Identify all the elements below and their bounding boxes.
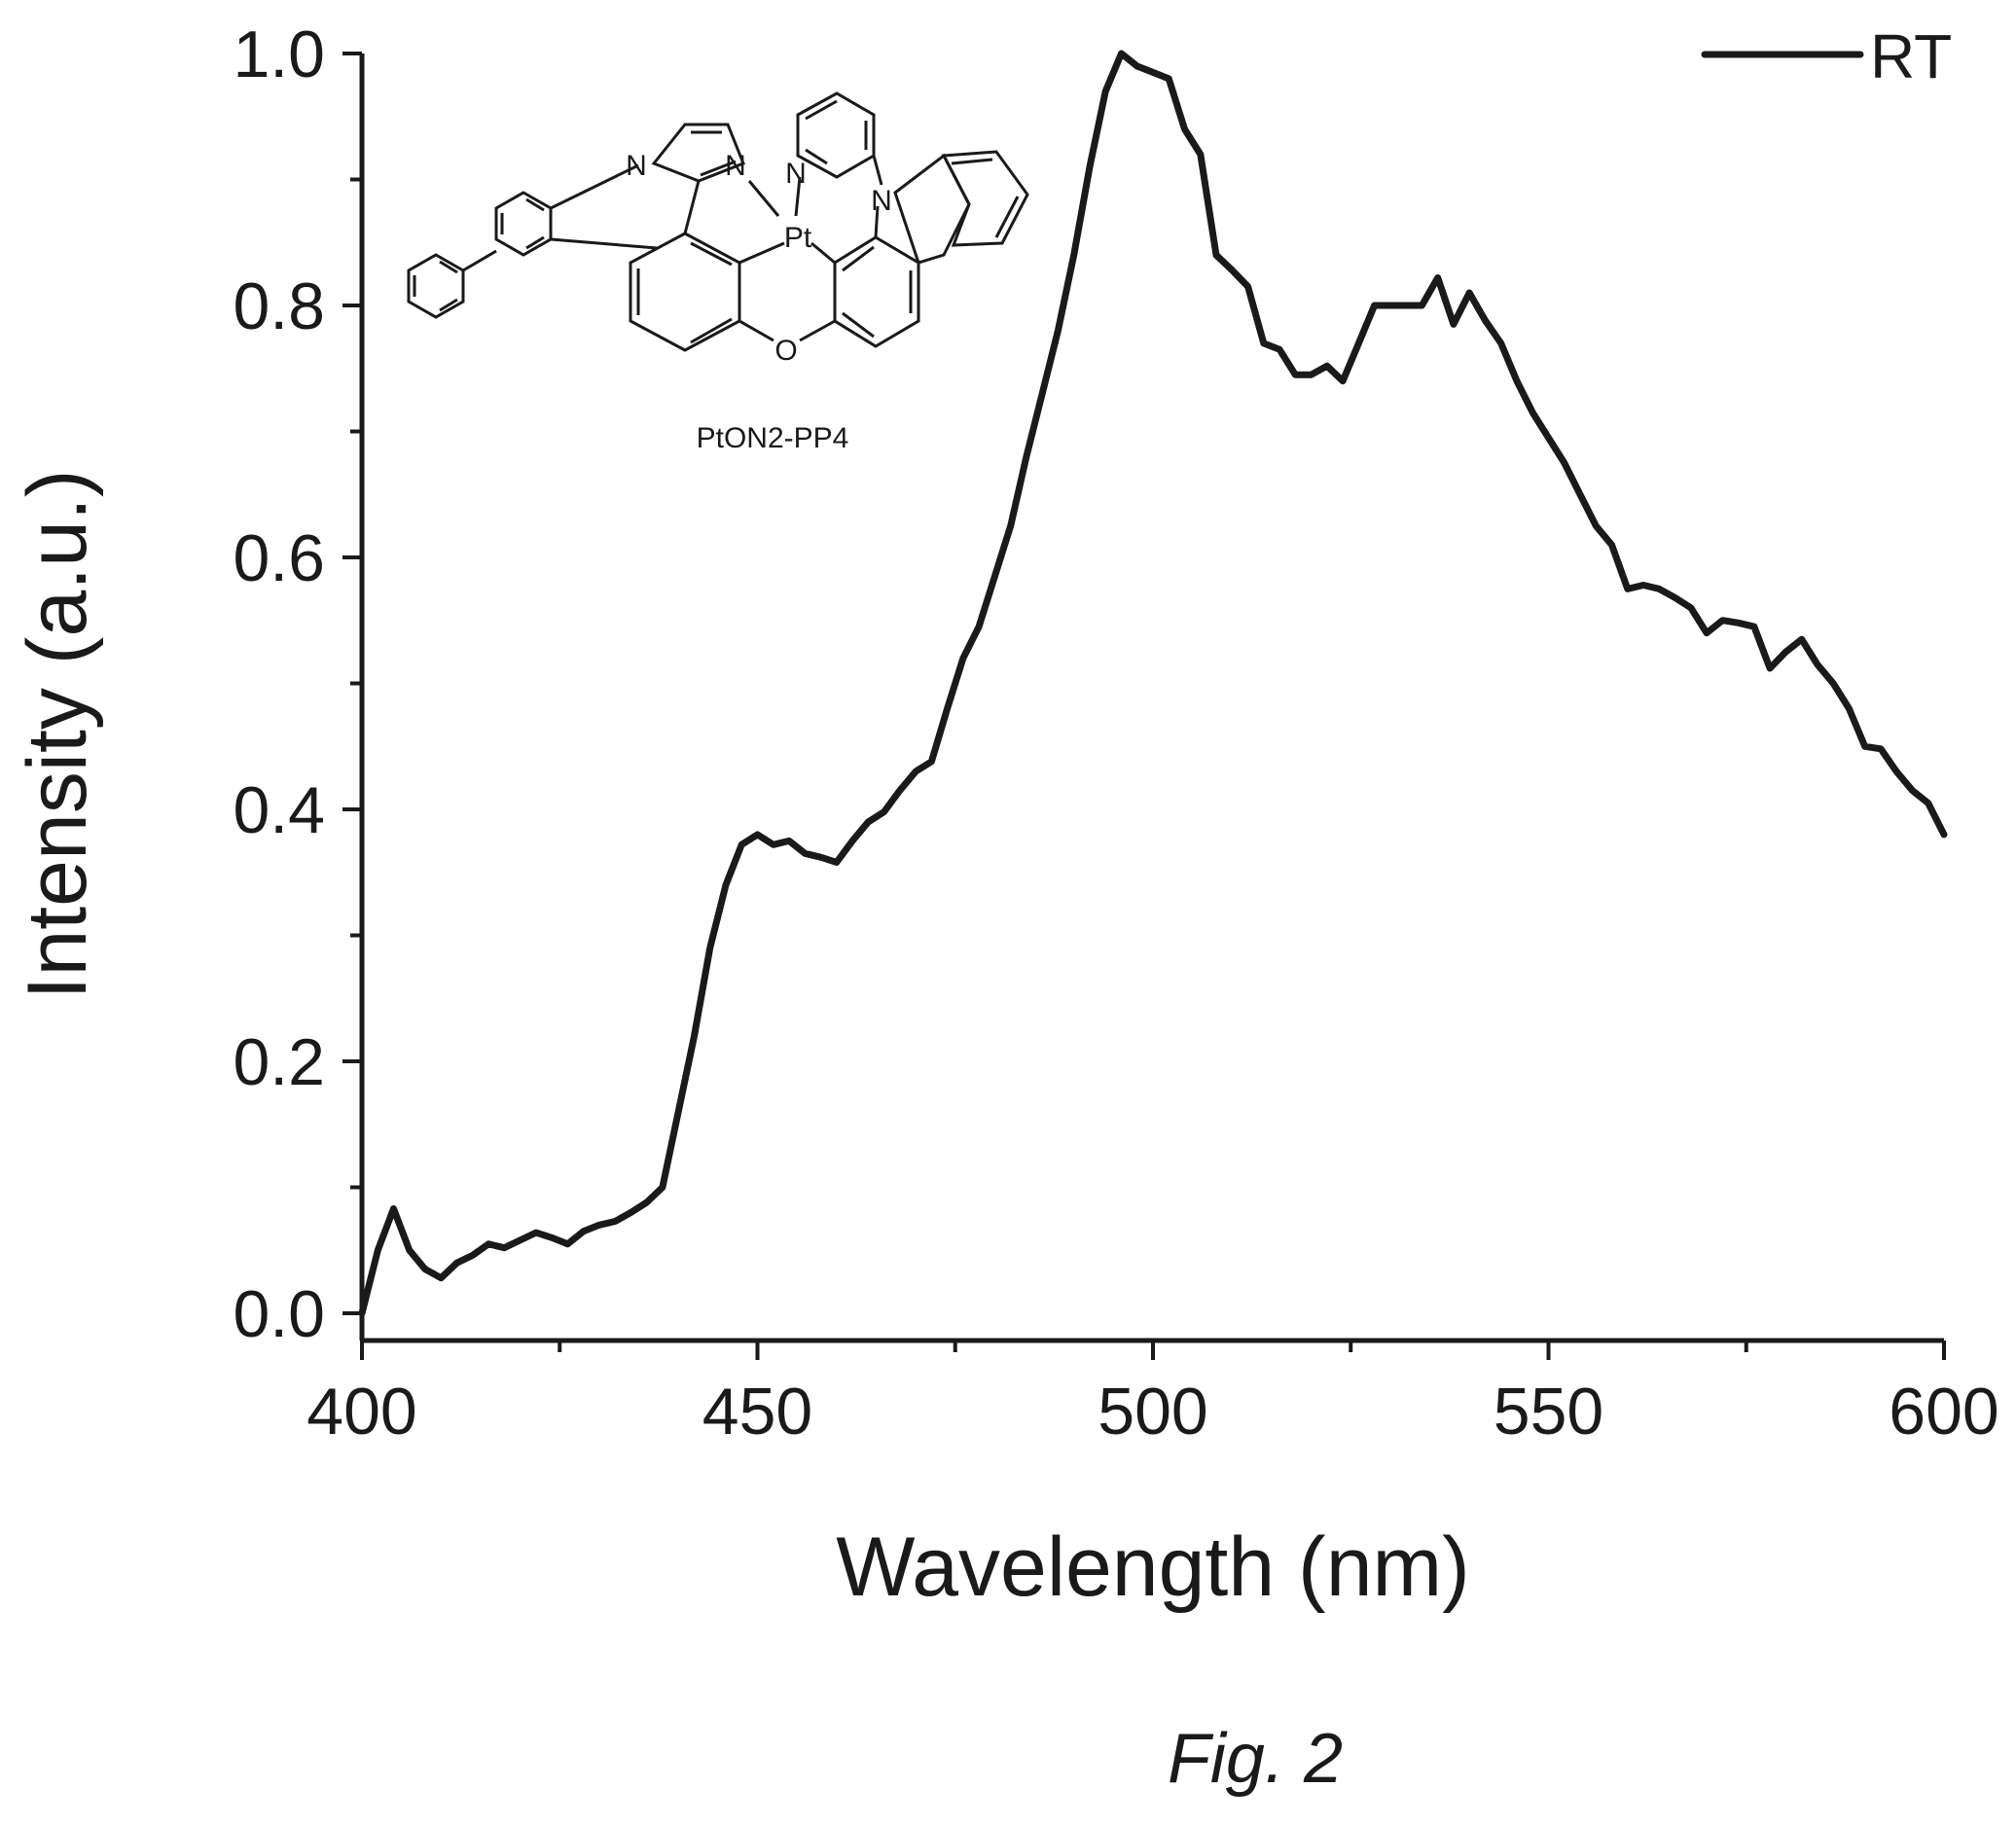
x-tick-label: 500 bbox=[1098, 1375, 1207, 1448]
y-tick-label: 1.0 bbox=[233, 18, 325, 91]
atom-n-imidazole-right: N bbox=[725, 150, 746, 182]
y-tick-label: 0.8 bbox=[233, 269, 325, 343]
figure-caption: Fig. 2 bbox=[1168, 1720, 1343, 1798]
series-line-rt bbox=[358, 50, 1948, 1317]
y-tick-group: 0.0 0.2 0.4 0.6 0.8 1.0 bbox=[233, 18, 362, 1351]
x-tick-label: 450 bbox=[702, 1375, 812, 1448]
structure-bonds bbox=[407, 91, 1029, 352]
x-tick-label: 550 bbox=[1494, 1375, 1603, 1448]
x-tick-label: 400 bbox=[306, 1375, 416, 1448]
y-tick-label: 0.0 bbox=[233, 1277, 325, 1351]
atom-n-carbazole: N bbox=[871, 185, 892, 217]
legend-label: RT bbox=[1870, 21, 1952, 91]
atom-pt: Pt bbox=[784, 222, 812, 254]
x-axis-title: Wavelength (nm) bbox=[836, 1520, 1470, 1614]
series-group bbox=[358, 50, 1948, 1317]
y-tick-label: 0.6 bbox=[233, 521, 325, 595]
atom-oxygen: O bbox=[774, 335, 797, 367]
structure-inset: N N N N Pt O PtON2-PP4 bbox=[407, 91, 1029, 454]
legend: RT bbox=[1701, 21, 1952, 91]
y-axis-title: Intensity (a.u.) bbox=[11, 470, 104, 1000]
atom-n-pyridine: N bbox=[785, 158, 807, 190]
plot-area: 400 450 500 550 600 0.0 0.2 0.4 0.6 0.8 1.0 bbox=[233, 18, 1998, 1448]
y-tick-label: 0.4 bbox=[233, 773, 325, 847]
y-tick-label: 0.2 bbox=[233, 1025, 325, 1099]
atom-n-imidazole-left: N bbox=[626, 150, 647, 182]
x-tick-label: 600 bbox=[1889, 1375, 1998, 1448]
compound-name: PtON2-PP4 bbox=[697, 422, 849, 454]
x-tick-group: 400 450 500 550 600 bbox=[306, 1341, 1999, 1448]
